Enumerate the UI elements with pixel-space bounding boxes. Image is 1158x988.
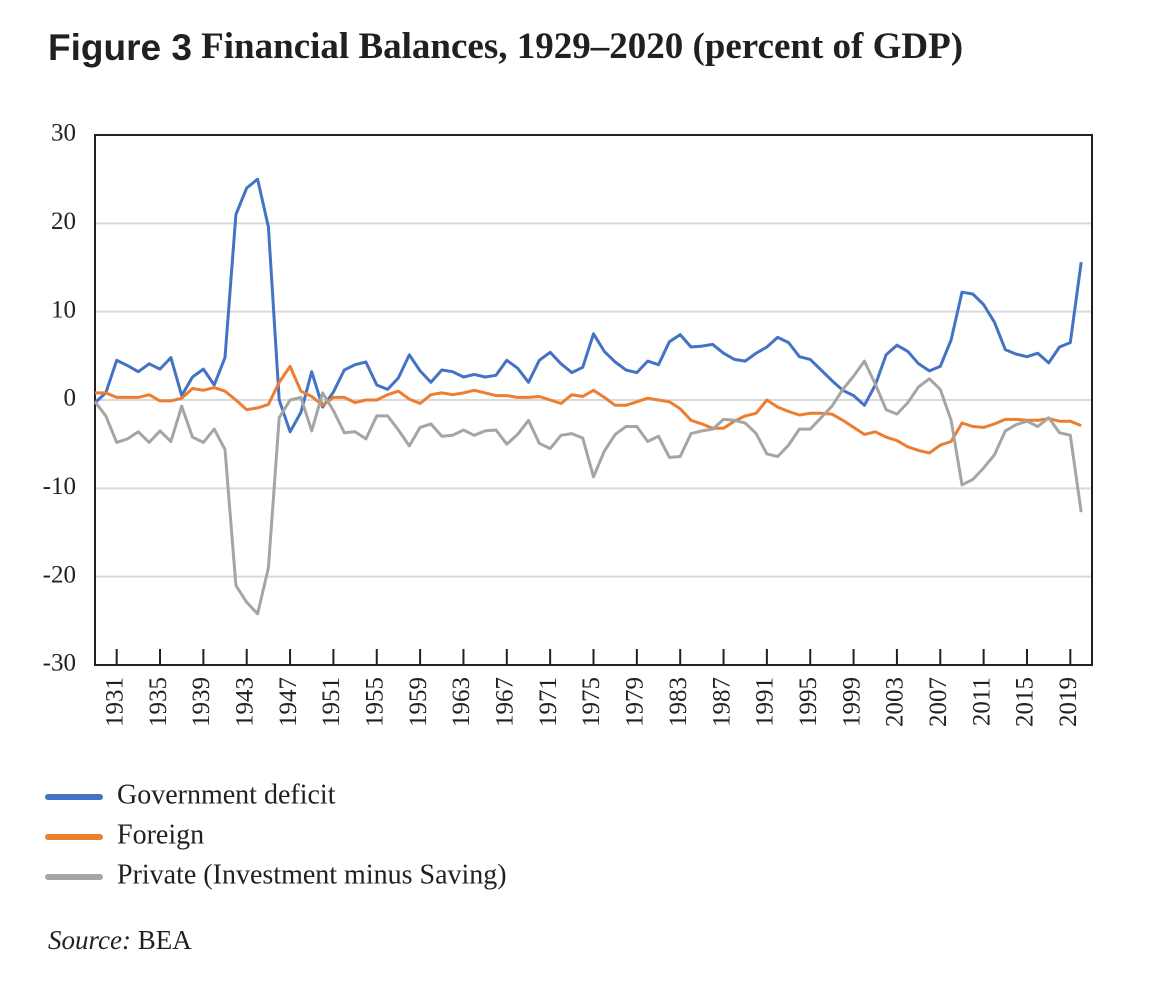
x-tick-label: 1935 [145, 677, 172, 727]
series-line [95, 364, 1082, 455]
source-label: Source: [48, 925, 131, 955]
x-tick-label: 1951 [318, 677, 345, 727]
x-tick-label: 1939 [188, 677, 215, 727]
x-tick-label: 1959 [405, 677, 432, 727]
x-tick-label: 2003 [882, 677, 909, 727]
x-tick-label: 1975 [578, 677, 605, 727]
title-text: Financial Balances, 1929–2020 (percent o… [201, 26, 963, 67]
legend-label: Government deficit [117, 779, 336, 810]
plot-frame [94, 134, 1093, 666]
x-tick-label: 1943 [231, 677, 258, 727]
x-tick-label: 1963 [448, 677, 475, 727]
x-tick-label: 1983 [665, 677, 692, 727]
series-line [93, 177, 1083, 434]
y-tick-label: 30 [51, 120, 76, 147]
x-tick-label: 1995 [795, 677, 822, 727]
x-tick-label: 1947 [275, 677, 302, 727]
x-tick-label: 2007 [925, 677, 952, 727]
y-tick-label: -30 [43, 650, 76, 677]
chart-title: Figure 3 Financial Balances, 1929–2020 (… [48, 26, 963, 67]
series-line [93, 359, 1083, 616]
x-tick-label: 2015 [1012, 677, 1039, 727]
x-tick-label: 1991 [752, 677, 779, 727]
x-tick-label: 1987 [708, 677, 735, 727]
x-tick-label: 1979 [622, 677, 649, 727]
x-tick-label: 2011 [968, 677, 995, 726]
x-tick-label: 2019 [1055, 677, 1082, 727]
legend-label: Foreign [117, 819, 204, 850]
title-label: Figure 3 [48, 27, 192, 68]
source: Source: BEA [48, 925, 192, 955]
x-tick-label: 1999 [838, 677, 865, 727]
x-tick-label: 1967 [492, 677, 519, 727]
x-tick-label: 1931 [101, 677, 128, 727]
x-tick-label: 1955 [361, 677, 388, 727]
y-tick-label: 10 [51, 296, 76, 323]
y-tick-label: 20 [51, 208, 76, 235]
legend-label: Private (Investment minus Saving) [117, 859, 507, 890]
y-tick-label: -20 [43, 561, 76, 588]
source-text: BEA [138, 925, 193, 955]
y-tick-label: -10 [43, 473, 76, 500]
x-tick-label: 1971 [535, 677, 562, 727]
y-tick-label: 0 [64, 385, 77, 412]
